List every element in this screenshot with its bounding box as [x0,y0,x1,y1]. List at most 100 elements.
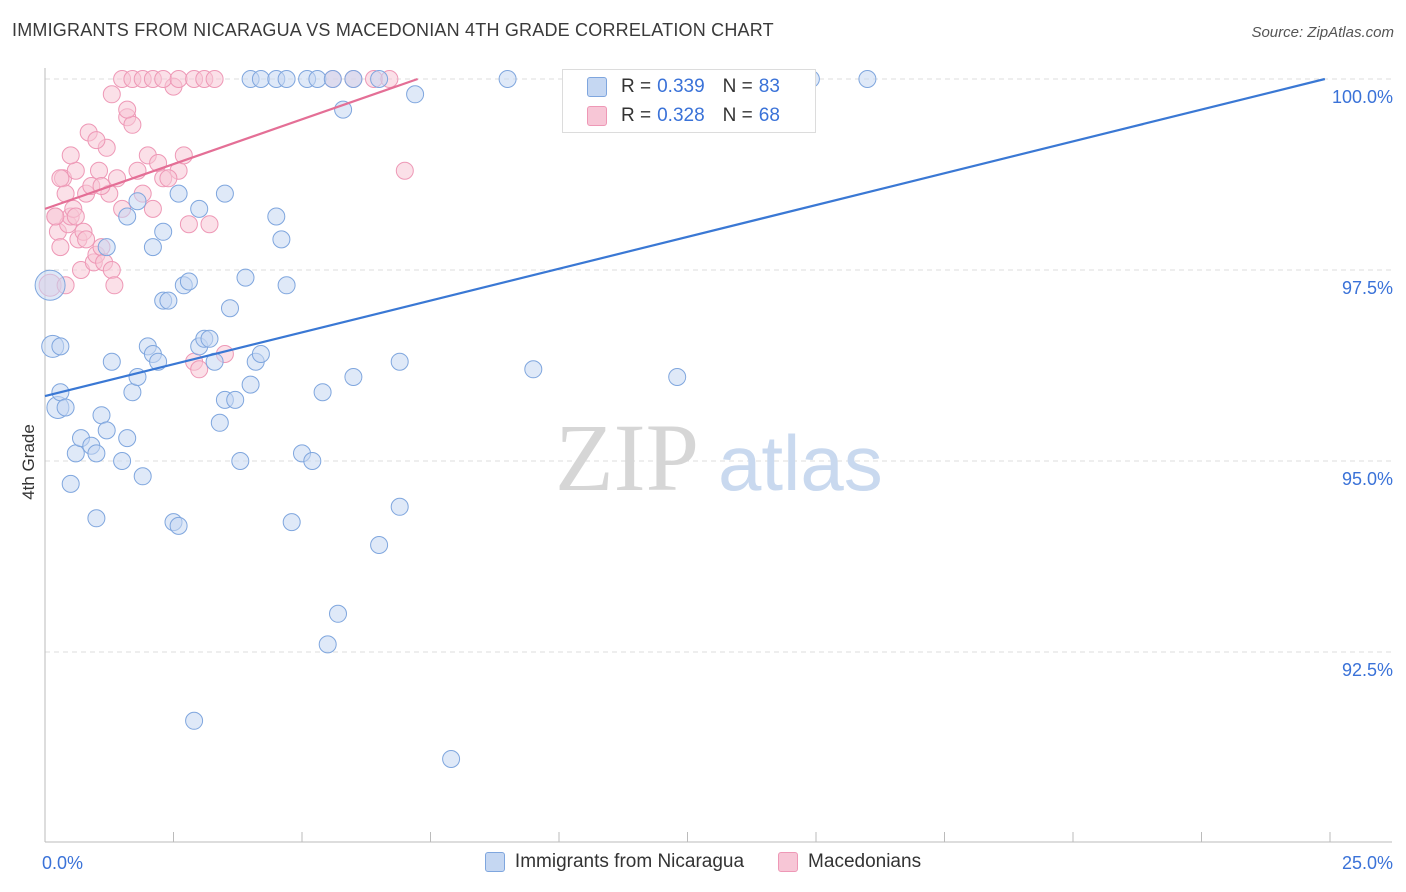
data-point [267,207,286,226]
data-point [123,383,142,402]
data-point [51,238,70,257]
data-point [61,146,80,165]
data-point [66,444,85,463]
data-point [190,199,209,218]
data-point [303,452,322,470]
data-point [277,70,296,88]
trend-line [44,77,419,210]
data-point [46,207,65,226]
stats-n-label: N = [722,76,753,97]
data-point [179,272,198,291]
data-point [169,70,188,88]
data-point [390,352,409,371]
data-point [277,276,296,295]
data-point [66,207,85,226]
x-tick-label: 25.0% [1342,853,1393,873]
y-tick-label: 97.5% [1342,278,1393,298]
data-point [143,238,162,257]
data-point [143,199,162,218]
data-point [118,100,137,119]
grid-lines [45,78,1392,653]
data-point [200,215,219,234]
data-point [313,383,332,402]
data-point [241,375,260,394]
trend-line [44,77,1326,398]
series-macedonians [38,70,414,379]
data-point [87,444,106,463]
stats-n-label: N = [722,105,753,126]
stats-r-label: R = [621,76,652,97]
data-point [282,513,301,532]
data-point [318,635,337,654]
data-point [51,337,70,356]
data-point [370,70,389,88]
legend-label: Macedonians [808,851,922,872]
data-point [169,516,188,535]
data-point [395,161,414,180]
data-point [858,70,877,88]
data-point [406,85,425,104]
data-point [323,70,342,88]
y-tick-label: 95.0% [1342,469,1393,489]
data-point [87,131,106,150]
data-point [97,238,116,257]
data-point [51,169,70,188]
data-point [102,85,121,104]
stats-swatch-pink [587,106,607,126]
data-point [169,184,188,203]
data-point [236,268,255,287]
data-point [92,406,111,425]
y-axis-label: 4th Grade [19,424,38,500]
data-point [154,70,173,88]
data-point [113,452,132,470]
legend-item-nicaragua[interactable]: Immigrants from Nicaragua [484,851,745,873]
legend: Immigrants from Nicaragua Macedonians [0,851,1406,873]
data-point [272,230,291,249]
data-point [128,192,147,211]
stats-n-value: 68 [758,105,780,126]
data-point [179,215,198,234]
chart-title: IMMIGRANTS FROM NICARAGUA VS MACEDONIAN … [12,20,774,40]
data-point [90,161,108,180]
legend-label: Immigrants from Nicaragua [514,851,745,872]
data-point [308,70,327,88]
data-point [154,222,173,241]
x-tick-label: 0.0% [42,853,83,873]
data-point [205,70,224,88]
source-label: Source: ZipAtlas.com [1251,24,1394,41]
stats-row-pink: R = 0.328 N = 68 [563,101,780,131]
legend-swatch-pink [778,852,799,872]
legend-item-macedonians[interactable]: Macedonians [778,851,921,873]
data-point [251,70,270,88]
data-point [97,421,116,440]
trend-lines [44,77,1326,398]
data-point [221,299,239,318]
data-point [133,467,152,486]
data-point [210,413,229,432]
data-point [118,207,137,226]
data-point [34,269,66,301]
data-point [524,360,543,379]
data-point [498,70,517,88]
data-point [61,474,80,493]
axes [44,68,1392,843]
stats-r-value: 0.339 [657,76,705,97]
data-point [56,398,75,417]
data-point [87,509,106,528]
stats-r-label: R = [621,105,652,126]
data-point [105,276,124,295]
data-point [231,452,250,470]
data-point [66,161,85,180]
data-point [159,291,178,310]
series-nicaragua [34,70,877,768]
tick-labels: 100.0% 97.5% 95.0% 92.5% 0.0% 25.0% [42,87,1393,873]
data-point [344,70,363,88]
stats-swatch-blue [587,77,607,97]
watermark: ZIP atlas [555,404,883,511]
data-point [118,429,137,448]
data-point [251,345,270,363]
data-point [159,169,178,188]
y-tick-label: 92.5% [1342,660,1393,680]
data-point [668,368,687,386]
